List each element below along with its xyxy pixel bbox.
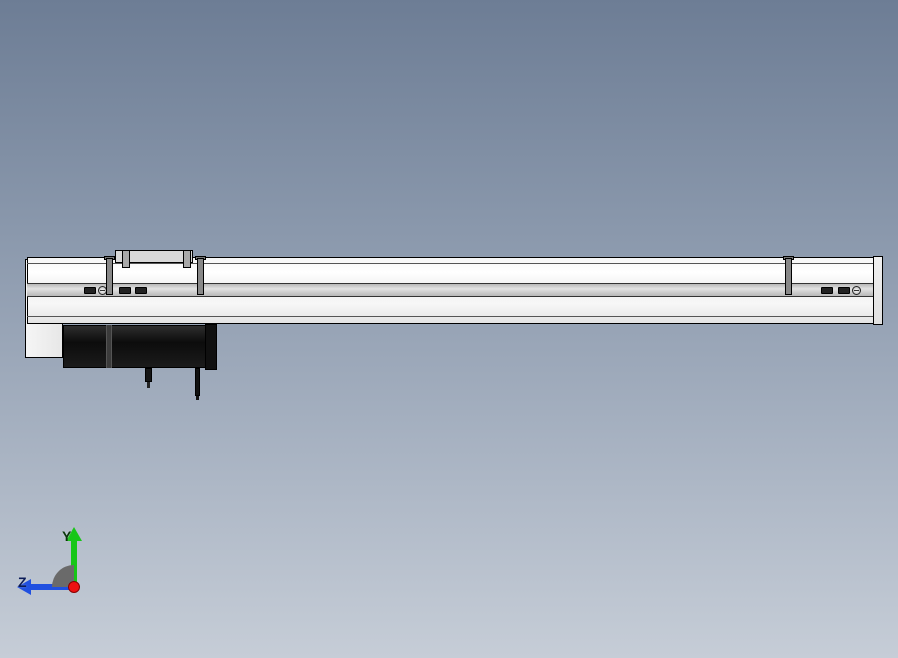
- sensor-bracket: [197, 258, 204, 295]
- slot-screw: [852, 286, 861, 295]
- carriage-tab: [183, 250, 191, 268]
- sensor-bracket: [785, 258, 792, 295]
- axis-x-out-icon: [68, 581, 80, 593]
- rail-edge-line: [27, 316, 882, 317]
- slot-bolt: [821, 287, 833, 294]
- motor-connector-pin: [147, 382, 150, 388]
- rail-end-cap: [873, 256, 883, 325]
- axis-z-label: Z: [18, 574, 27, 590]
- rail-edge-line: [27, 263, 882, 264]
- carriage-tab: [122, 250, 130, 268]
- motor-body: [63, 325, 215, 368]
- motor-midplate: [106, 325, 112, 368]
- slot-bolt: [119, 287, 131, 294]
- motor-connector-pin: [196, 396, 199, 400]
- motor-connector: [145, 368, 152, 382]
- slot-bolt: [84, 287, 96, 294]
- sensor-bracket: [106, 258, 113, 295]
- slot-bolt: [838, 287, 850, 294]
- motor-connector: [195, 368, 200, 396]
- model-side-view: [0, 0, 898, 658]
- axis-y-label: Y: [62, 528, 71, 544]
- cad-viewport[interactable]: Y Z: [0, 0, 898, 658]
- slot-bolt: [135, 287, 147, 294]
- motor-end-cap: [205, 324, 217, 370]
- rail-t-slot: [27, 283, 882, 297]
